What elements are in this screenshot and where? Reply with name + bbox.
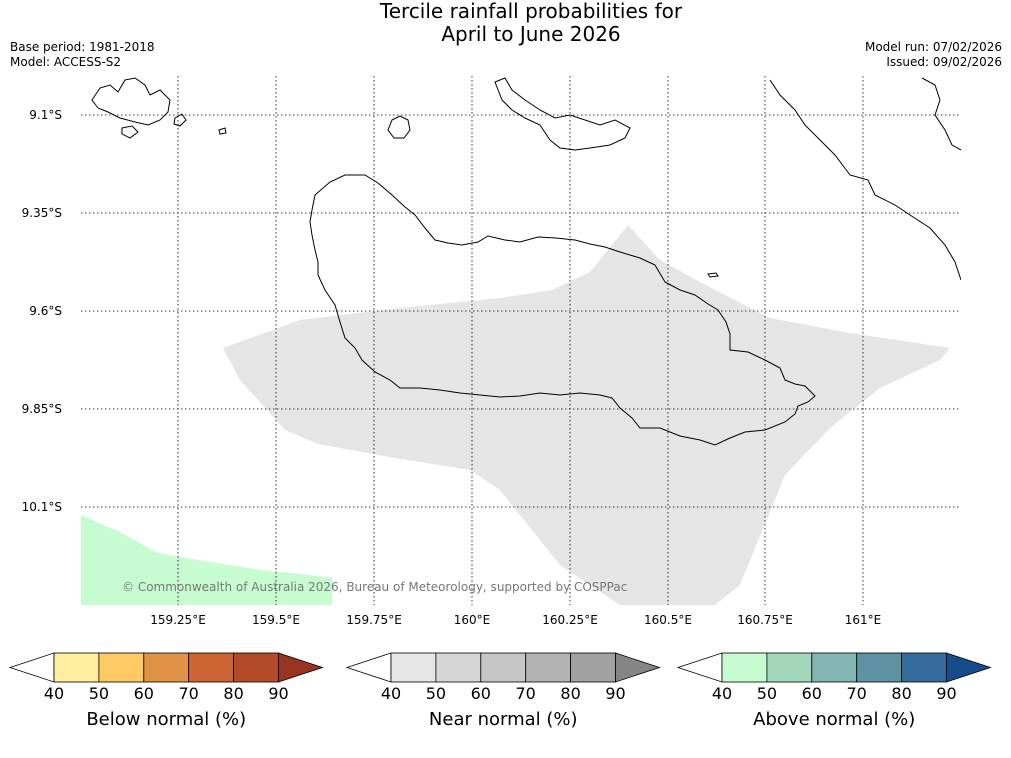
colorbar-extend-low bbox=[8, 652, 55, 683]
colorbar-tick-label: 60 bbox=[133, 684, 154, 703]
colorbar-tick-label: 80 bbox=[223, 684, 244, 703]
coastline-malaita-north bbox=[921, 77, 961, 151]
lon-label-4: 160°E bbox=[453, 613, 491, 627]
lat-label-2: 9.35°S bbox=[21, 206, 62, 220]
colorbar-tick-label: 80 bbox=[891, 684, 912, 703]
colorbar-segment bbox=[98, 652, 145, 683]
colorbar-extend-high bbox=[615, 652, 661, 683]
colorbar-tick-label: 70 bbox=[515, 684, 536, 703]
title-line-2: April to June 2026 bbox=[441, 22, 621, 46]
colorbar-segment bbox=[435, 652, 482, 683]
colorbar-segment bbox=[480, 652, 527, 683]
colorbar-tick-label: 60 bbox=[801, 684, 822, 703]
lat-label-4: 9.85°S bbox=[21, 402, 62, 416]
coastline-small-islet bbox=[707, 272, 719, 278]
colorbar-tick-label: 40 bbox=[43, 684, 65, 703]
colorbar-segment bbox=[233, 652, 279, 683]
colorbar-segment bbox=[811, 652, 858, 683]
colorbar-tick-label: 50 bbox=[88, 684, 110, 703]
colorbar-title: Below normal (%) bbox=[86, 709, 247, 730]
colorbar-segment bbox=[525, 652, 572, 683]
coastline-savo bbox=[387, 115, 411, 139]
colorbar-below-normal bbox=[8, 652, 324, 683]
colorbar-title: Above normal (%) bbox=[753, 709, 916, 730]
colorbar-tick-label: 60 bbox=[470, 684, 491, 703]
near-normal-area bbox=[223, 225, 950, 605]
lon-label-2: 159.5°E bbox=[252, 613, 300, 627]
map-title: Tercile rainfall probabilities for April… bbox=[0, 0, 1011, 46]
lat-label-5: 10.1°S bbox=[21, 500, 62, 514]
meta-right: Model run: 07/02/2026 Issued: 09/02/2026 bbox=[865, 40, 1002, 70]
colorbar-extend-high bbox=[278, 652, 324, 683]
base-period-text: Base period: 1981-2018 bbox=[10, 40, 155, 54]
lon-label-8: 161°E bbox=[844, 613, 882, 627]
above-normal-area bbox=[81, 515, 332, 605]
colorbar-segment bbox=[901, 652, 947, 683]
colorbar-above-normal bbox=[676, 652, 992, 683]
issued-text: Issued: 09/02/2026 bbox=[886, 55, 1002, 69]
colorbar-tick-label: 70 bbox=[846, 684, 867, 703]
coastline-guadalcanal bbox=[309, 174, 816, 446]
colorbar-segment bbox=[143, 652, 190, 683]
colorbar-title: Near normal (%) bbox=[428, 709, 578, 730]
colorbar-tick-label: 50 bbox=[425, 684, 447, 703]
colorbar-tick-label: 40 bbox=[711, 684, 733, 703]
copyright-text: © Commonwealth of Australia 2026, Bureau… bbox=[122, 580, 628, 594]
lon-label-7: 160.75°E bbox=[737, 613, 793, 627]
coastline-ngella bbox=[494, 77, 631, 151]
coastline-nw-islands bbox=[91, 77, 171, 126]
lon-label-1: 159.25°E bbox=[150, 613, 206, 627]
colorbar-segment bbox=[856, 652, 903, 683]
lat-label-1: 9.1°S bbox=[29, 108, 62, 122]
colorbar-near-normal bbox=[345, 652, 661, 683]
colorbar-tick-label: 50 bbox=[756, 684, 778, 703]
coastline-nw-islet-1 bbox=[121, 125, 139, 139]
colorbar-tick-label: 90 bbox=[268, 684, 289, 703]
colorbar-segment bbox=[570, 652, 616, 683]
colorbar-extend-low bbox=[676, 652, 723, 683]
colorbar-segment bbox=[53, 652, 100, 683]
colorbar-segment bbox=[188, 652, 234, 683]
coastline-nw-islet-2 bbox=[173, 113, 187, 127]
coastline-nw-islet-3 bbox=[218, 127, 227, 135]
coastline-malaita bbox=[769, 79, 961, 281]
lon-label-3: 159.75°E bbox=[346, 613, 402, 627]
colorbar-tick-label: 40 bbox=[380, 684, 402, 703]
colorbar-extend-high bbox=[946, 652, 992, 683]
colorbar-segment bbox=[390, 652, 437, 683]
colorbar-tick-label: 90 bbox=[936, 684, 957, 703]
title-line-1: Tercile rainfall probabilities for bbox=[379, 0, 683, 23]
colorbar-segment bbox=[721, 652, 768, 683]
colorbar-extend-low bbox=[345, 652, 392, 683]
model-text: Model: ACCESS-S2 bbox=[10, 55, 122, 69]
graticule bbox=[81, 76, 961, 605]
lon-label-6: 160.5°E bbox=[644, 613, 692, 627]
lat-label-3: 9.6°S bbox=[29, 304, 62, 318]
colorbar-segment bbox=[766, 652, 813, 683]
colorbar-tick-label: 90 bbox=[605, 684, 626, 703]
colorbar-tick-label: 80 bbox=[560, 684, 581, 703]
colorbar-tick-label: 70 bbox=[178, 684, 199, 703]
meta-left: Base period: 1981-2018 Model: ACCESS-S2 bbox=[10, 40, 155, 70]
lon-label-5: 160.25°E bbox=[542, 613, 598, 627]
model-run-text: Model run: 07/02/2026 bbox=[864, 40, 1002, 54]
